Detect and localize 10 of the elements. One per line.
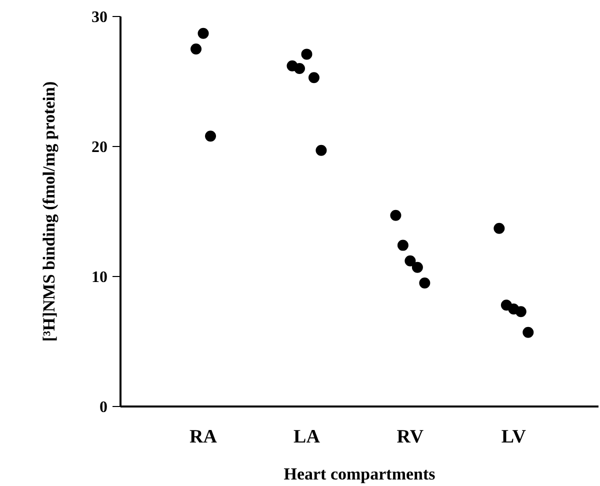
y-tick-label: 0: [100, 399, 108, 416]
x-tick-label: LV: [501, 426, 526, 448]
x-tick-label: RV: [396, 426, 424, 448]
x-tick-label: RA: [190, 426, 218, 448]
y-tick-label: 20: [92, 139, 108, 156]
y-tick-label: 10: [92, 269, 108, 286]
x-axis-title: Heart compartments: [284, 464, 436, 484]
y-axis-title: [³H]NMS binding (fmol/mg protein): [40, 81, 58, 342]
y-tick-label: 30: [92, 9, 108, 26]
x-tick-label: LA: [294, 426, 320, 448]
